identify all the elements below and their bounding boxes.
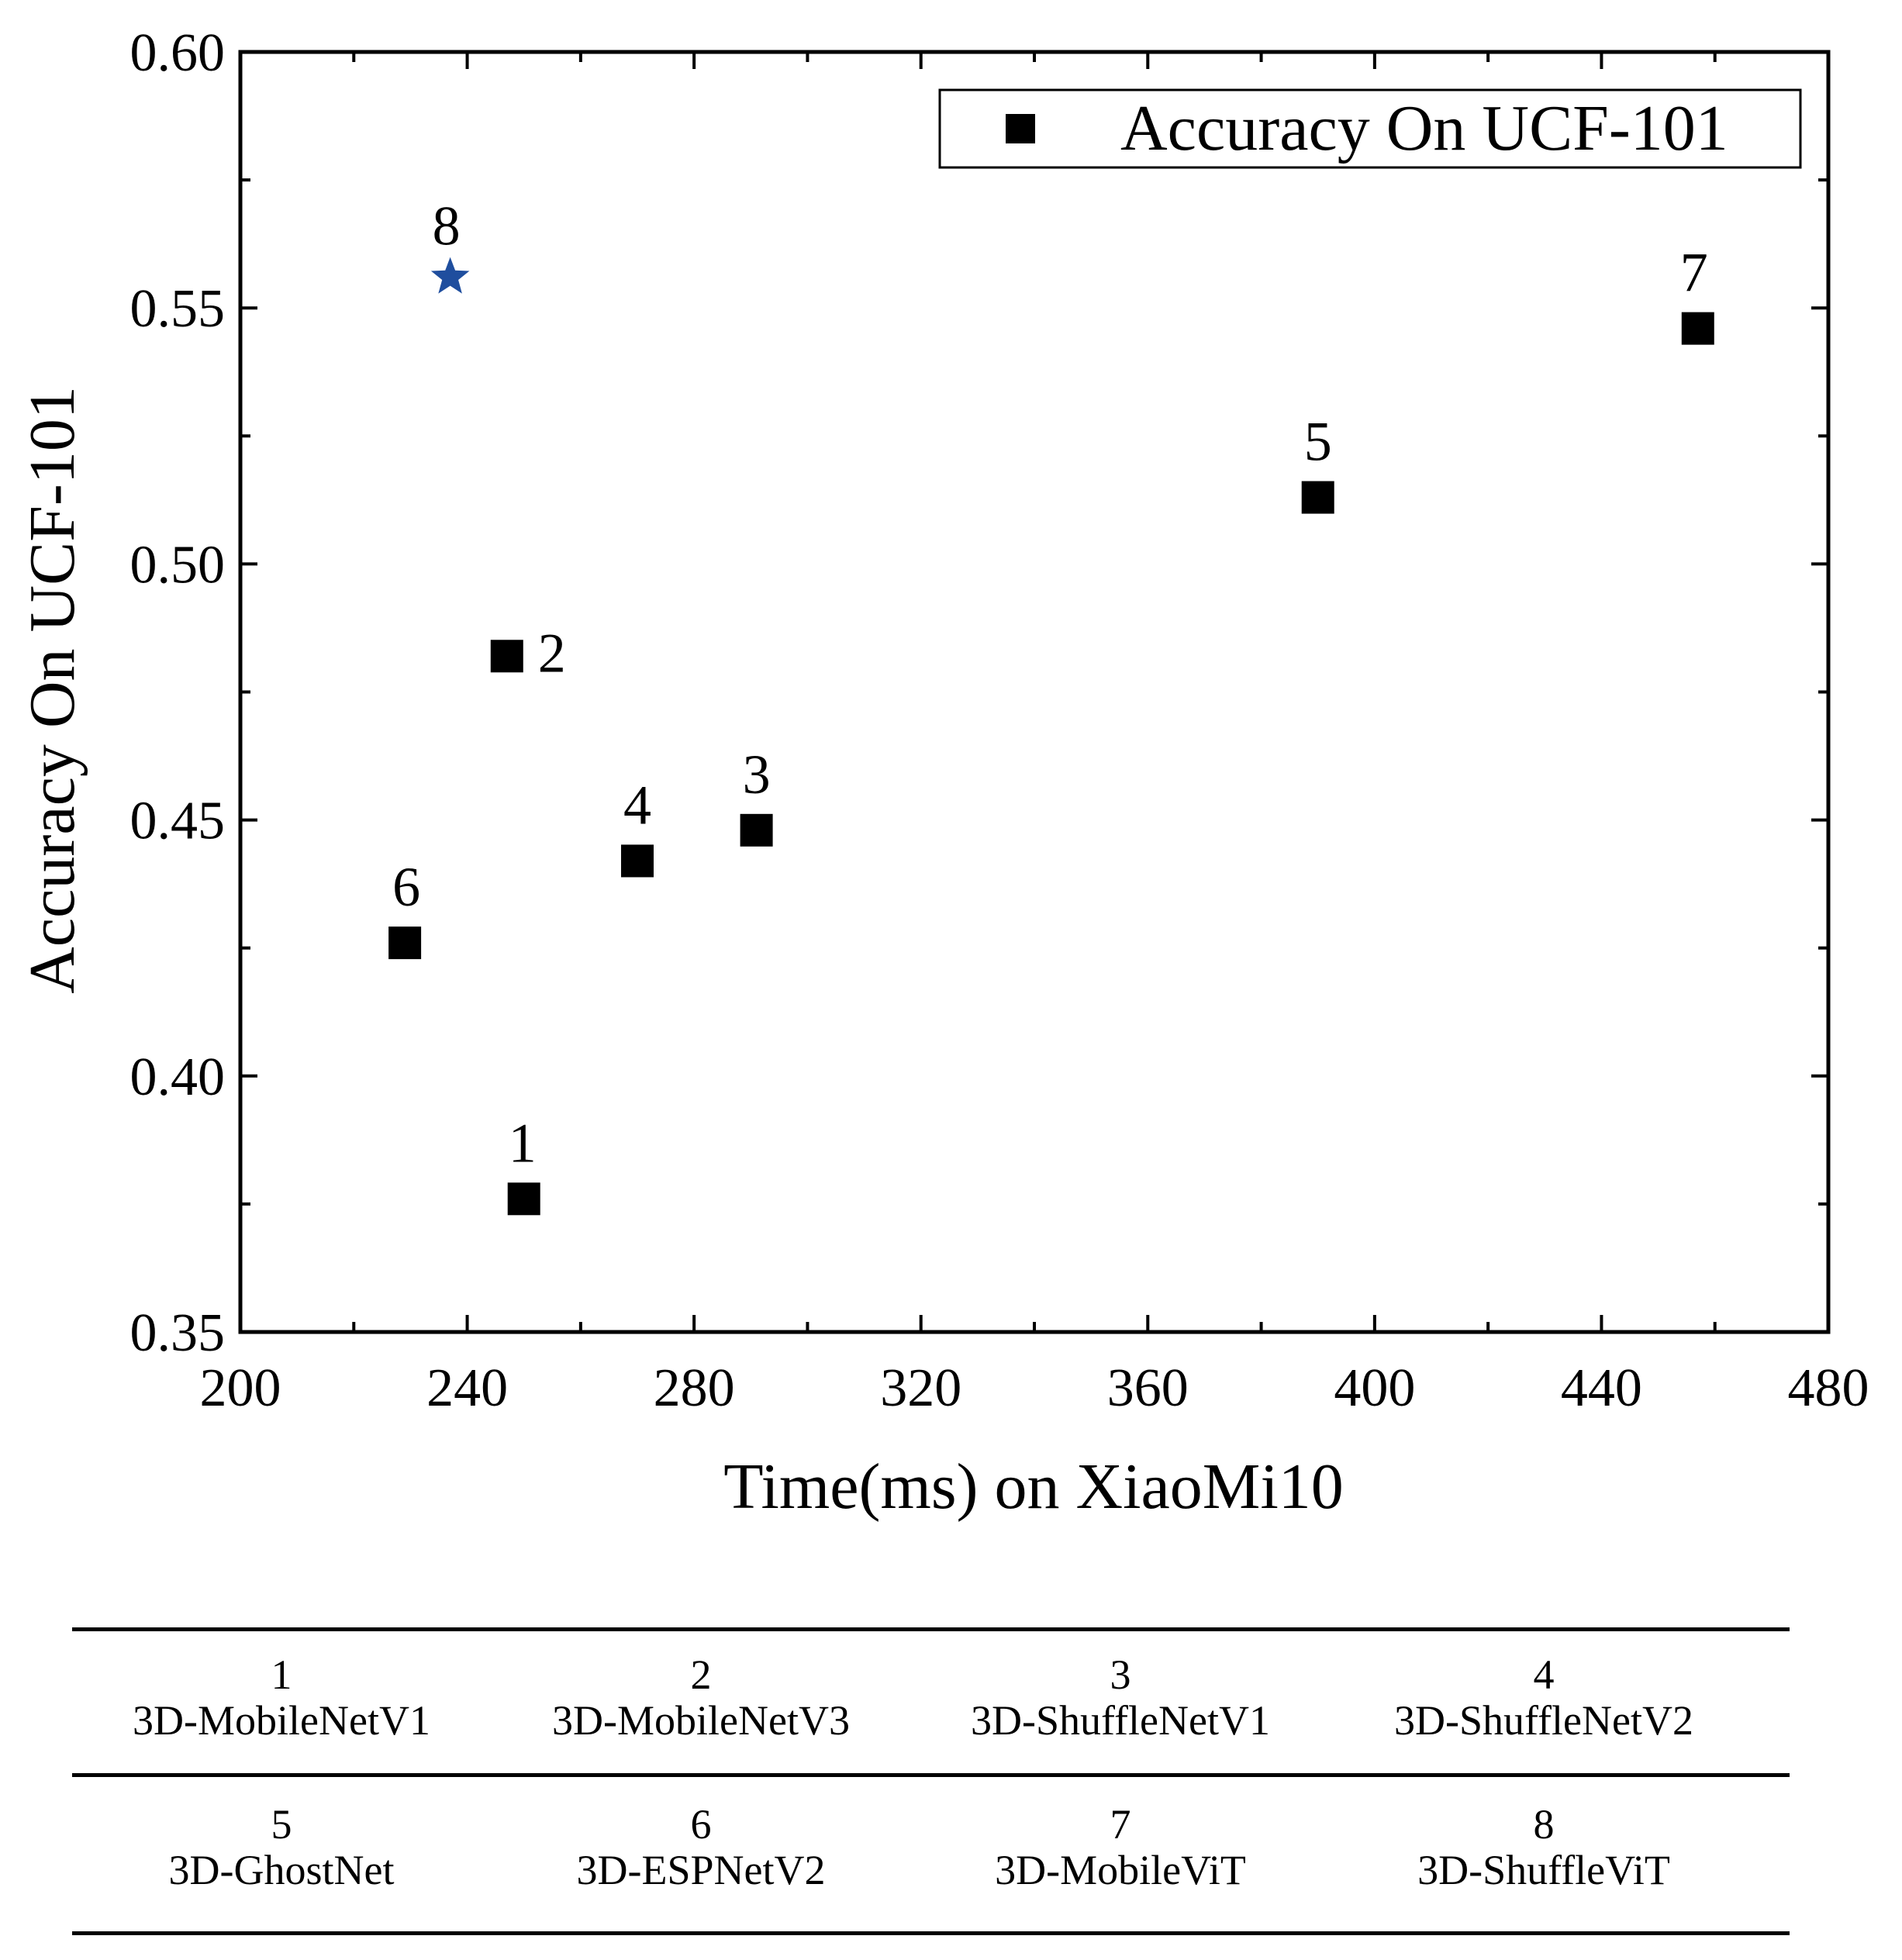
scatter-chart: 200 240 280 320 360 400 440 480 0.35 0.40 0.45 0.50…	[16, 23, 1869, 1523]
data-point	[507, 1182, 540, 1216]
model-name: 3D-ShuffleViT	[1417, 1847, 1670, 1894]
y-tick-label: 0.50	[130, 535, 226, 595]
data-point-star	[430, 257, 470, 294]
y-tick-label: 0.35	[130, 1303, 226, 1363]
model-key-entry: 4 3D-ShuffleNetV2	[1334, 1651, 1753, 1744]
model-key-entry: 2 3D-MobileNetV3	[492, 1651, 910, 1744]
y-tick-label: 0.40	[130, 1047, 226, 1107]
data-points	[388, 257, 1714, 1216]
model-number: 5	[271, 1801, 292, 1848]
y-tick-label: 0.45	[130, 792, 226, 851]
x-tick-label: 360	[1107, 1358, 1189, 1418]
data-point	[1301, 481, 1334, 514]
data-point	[388, 927, 422, 960]
data-point-labels: 1 2 3 4 5 6 7 8	[392, 195, 1708, 1175]
model-key-entry: 8 3D-ShuffleViT	[1334, 1801, 1753, 1894]
x-tick-label: 320	[880, 1358, 961, 1418]
data-point	[1681, 312, 1714, 345]
model-number: 8	[1533, 1801, 1555, 1848]
data-point	[621, 844, 654, 878]
model-number: 4	[1533, 1651, 1555, 1698]
data-point-label: 1	[509, 1112, 537, 1174]
model-key-entry: 5 3D-GhostNet	[72, 1801, 491, 1894]
model-name: 3D-MobileNetV3	[552, 1697, 850, 1744]
x-tick-label: 400	[1334, 1358, 1415, 1418]
data-point-label: 6	[392, 856, 420, 918]
data-point-label: 8	[433, 195, 461, 257]
y-axis-label: Accuracy On UCF-101	[16, 386, 88, 994]
plot-frame	[238, 50, 1831, 1334]
data-point-label: 3	[743, 744, 771, 806]
legend: Accuracy On UCF-101	[938, 88, 1802, 169]
model-number: 6	[690, 1801, 712, 1848]
model-number: 3	[1110, 1651, 1131, 1698]
model-key-entry: 3 3D-ShuffleNetV1	[911, 1651, 1330, 1744]
table-rule-middle	[72, 1773, 1790, 1777]
legend-marker-square	[1006, 114, 1035, 143]
axis-ticks	[239, 50, 1830, 1334]
model-key-entry: 6 3D-ESPNetV2	[492, 1801, 910, 1894]
model-number: 1	[271, 1651, 292, 1698]
legend-box	[938, 88, 1802, 169]
data-point-label: 4	[623, 774, 651, 836]
x-tick-label: 480	[1788, 1358, 1869, 1418]
x-tick-label: 280	[654, 1358, 735, 1418]
model-number: 7	[1110, 1801, 1131, 1848]
table-rule-top	[72, 1627, 1790, 1631]
model-key-table: 1 3D-MobileNetV1 2 3D-MobileNetV3 3 3D-S…	[72, 1627, 1790, 1938]
model-key-entry: 1 3D-MobileNetV1	[72, 1651, 491, 1744]
axis-tick-labels: 200 240 280 320 360 400 440 480 0.35 0.40 0.45 0.50…	[130, 23, 1869, 1418]
model-name: 3D-ShuffleNetV2	[1394, 1697, 1693, 1744]
data-point	[490, 640, 523, 673]
y-tick-label: 0.55	[130, 279, 226, 339]
model-name: 3D-ShuffleNetV1	[971, 1697, 1270, 1744]
legend-entry: Accuracy On UCF-101	[1120, 92, 1728, 164]
model-name: 3D-MobileViT	[995, 1847, 1246, 1894]
model-name: 3D-GhostNet	[168, 1847, 395, 1894]
model-key-entry: 7 3D-MobileViT	[911, 1801, 1330, 1894]
model-number: 2	[690, 1651, 712, 1698]
data-point-label: 5	[1304, 411, 1332, 473]
model-name: 3D-ESPNetV2	[576, 1847, 826, 1894]
x-tick-label: 440	[1561, 1358, 1642, 1418]
x-tick-label: 200	[200, 1358, 281, 1418]
x-tick-label: 240	[426, 1358, 508, 1418]
data-point	[740, 813, 773, 847]
x-axis-label: Time(ms) on XiaoMi10	[723, 1451, 1344, 1523]
table-rule-bottom	[72, 1931, 1790, 1935]
plot-border	[238, 50, 1831, 1334]
data-point-label: 7	[1680, 242, 1708, 304]
y-tick-label: 0.60	[130, 23, 226, 83]
data-point-label: 2	[538, 622, 566, 684]
model-name: 3D-MobileNetV1	[133, 1697, 430, 1744]
